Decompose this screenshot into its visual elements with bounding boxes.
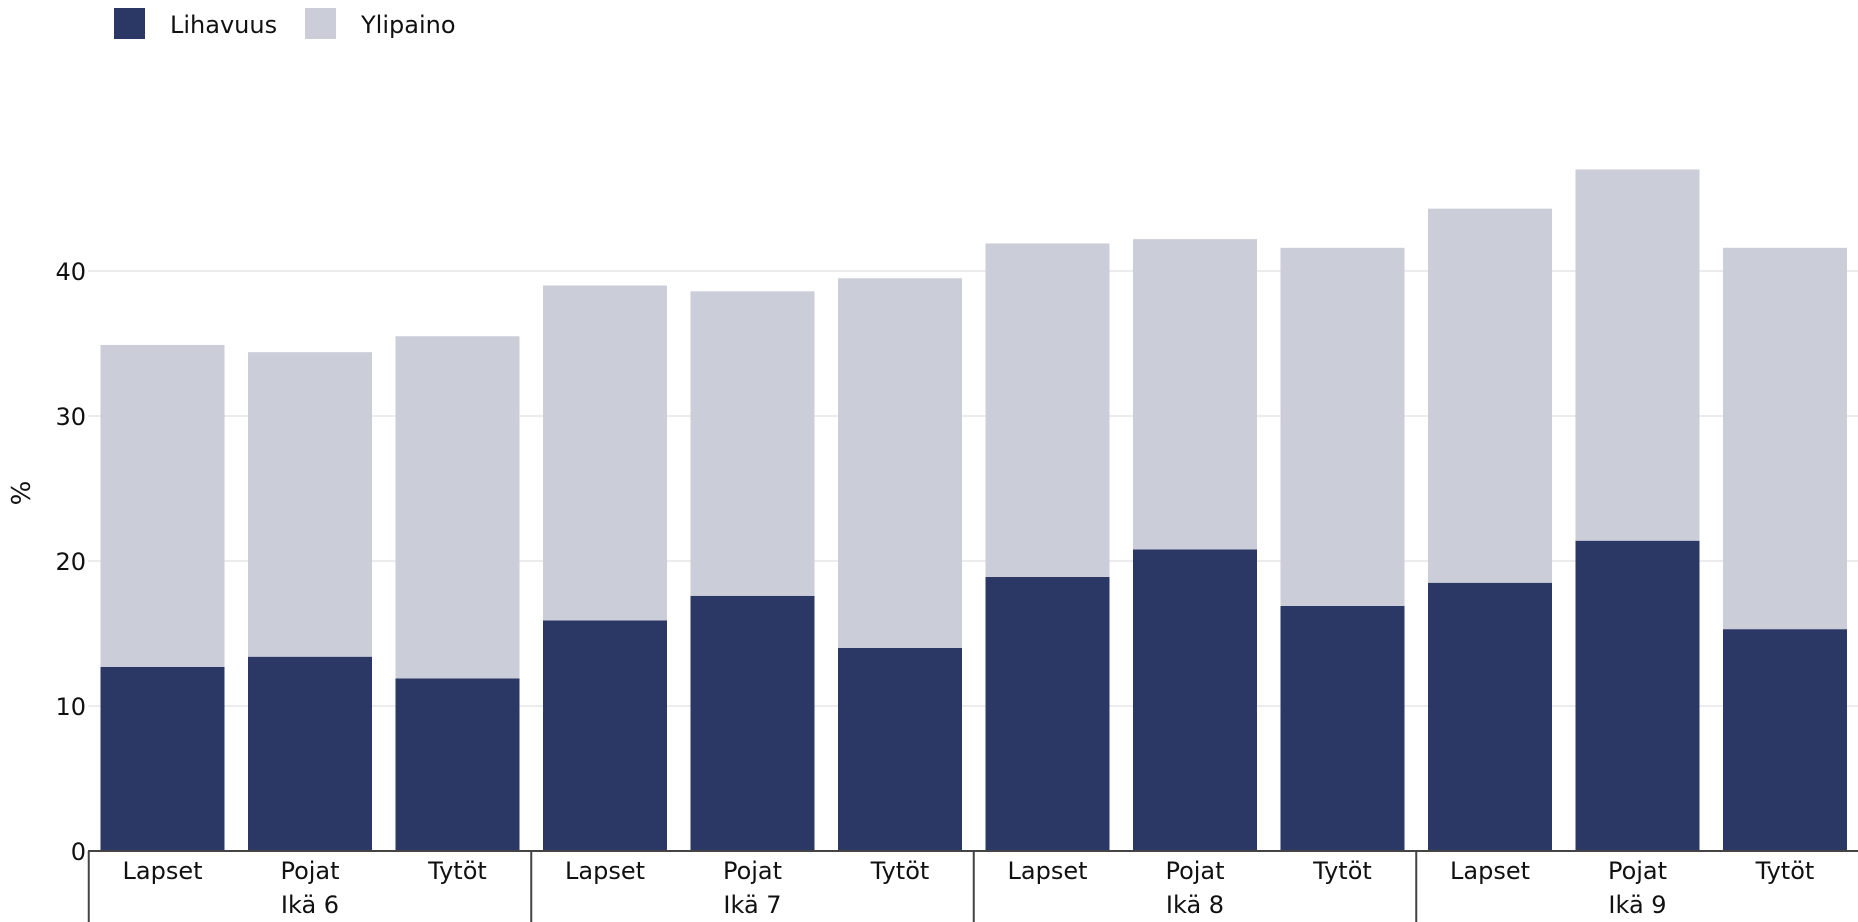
bar-lihavuus [985, 576, 1110, 851]
bar-ylipaino [1723, 247, 1847, 630]
bar-ylipaino [100, 344, 225, 667]
x-tick-label: Lapset [123, 857, 203, 885]
bar-lihavuus [1280, 605, 1405, 851]
bar-ylipaino [838, 278, 962, 648]
bar-ylipaino [1280, 247, 1405, 606]
x-group-label: Ikä 9 [1608, 891, 1666, 919]
y-tick-label: 40 [55, 258, 86, 286]
bar-ylipaino [985, 243, 1110, 577]
x-tick-label: Lapset [1450, 857, 1530, 885]
x-tick-label: Lapset [1008, 857, 1088, 885]
bar-lihavuus [1133, 549, 1257, 851]
bar-ylipaino [1428, 208, 1552, 583]
x-tick-label: Lapset [565, 857, 645, 885]
y-tick-label: 30 [55, 403, 86, 431]
legend-swatch-ylipaino [305, 8, 336, 39]
legend-swatch-lihavuus [114, 8, 145, 39]
x-tick-label: Tytöt [1312, 857, 1372, 885]
bar-lihavuus [1723, 629, 1847, 851]
bar-lihavuus [1575, 540, 1700, 851]
y-tick-label: 0 [71, 838, 86, 866]
y-axis-ticks: 0 10 20 30 40 [55, 258, 86, 866]
y-axis-label: % [7, 481, 37, 506]
x-tick-label: Tytöt [1755, 857, 1815, 885]
x-group-label: Ikä 7 [723, 891, 781, 919]
x-group-label: Ikä 6 [281, 891, 339, 919]
x-tick-label: Tytöt [427, 857, 487, 885]
x-tick-label: Pojat [1165, 857, 1224, 885]
bar-ylipaino [690, 291, 815, 596]
bar-ylipaino [395, 336, 520, 679]
bars [100, 169, 1847, 851]
x-axis: Lapset Pojat Tytöt Lapset Pojat Tytöt Lapset Po… [87, 850, 1858, 922]
y-tick-label: 20 [55, 548, 86, 576]
bar-lihavuus [248, 656, 372, 851]
gridlines [88, 270, 1858, 707]
bar-lihavuus [100, 666, 225, 851]
bar-lihavuus [395, 678, 520, 851]
x-tick-label: Pojat [723, 857, 782, 885]
legend: Lihavuus Ylipaino [114, 8, 456, 39]
x-group-label: Ikä 8 [1166, 891, 1224, 919]
x-tick-label: Pojat [1608, 857, 1667, 885]
bar-lihavuus [690, 595, 815, 851]
x-tick-label: Pojat [280, 857, 339, 885]
legend-label-lihavuus: Lihavuus [170, 11, 277, 39]
y-tick-label: 10 [55, 693, 86, 721]
bar-ylipaino [248, 352, 372, 657]
bar-lihavuus [1428, 582, 1552, 851]
bar-lihavuus [838, 648, 962, 851]
bar-ylipaino [1133, 239, 1257, 550]
x-tick-label: Tytöt [870, 857, 930, 885]
bar-ylipaino [1575, 169, 1700, 541]
bar-ylipaino [543, 285, 667, 621]
bar-lihavuus [543, 620, 667, 851]
legend-label-ylipaino: Ylipaino [360, 11, 456, 39]
